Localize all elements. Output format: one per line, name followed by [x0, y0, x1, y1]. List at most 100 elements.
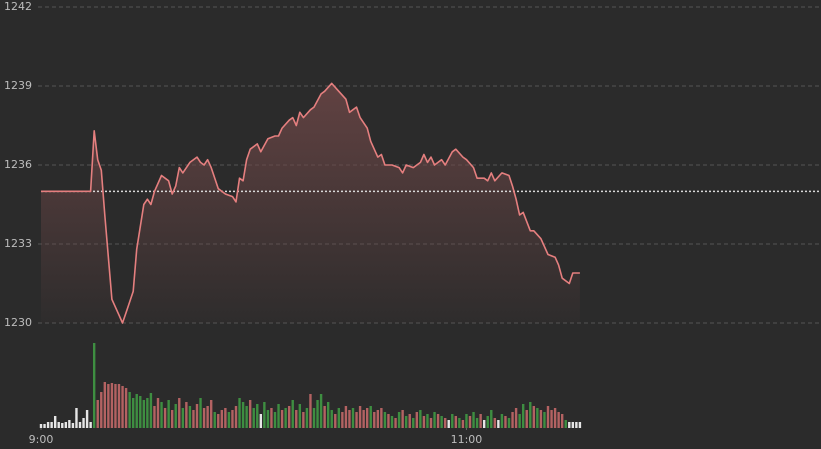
- volume-bar: [323, 406, 326, 428]
- x-tick-label: 11:00: [451, 433, 483, 446]
- volume-bar: [252, 408, 255, 428]
- volume-bar: [131, 398, 135, 428]
- volume-bar: [334, 414, 337, 428]
- volume-bar: [245, 406, 248, 428]
- volume-bar: [206, 406, 209, 428]
- volume-bar: [160, 402, 163, 428]
- volume-bar: [68, 420, 71, 428]
- volume-bar: [454, 416, 458, 428]
- volume-bar: [170, 410, 174, 428]
- volume-bar: [571, 422, 575, 428]
- volume-bar: [404, 416, 408, 428]
- volume-bar: [443, 418, 447, 428]
- volume-bar: [100, 392, 103, 428]
- volume-bar: [486, 416, 489, 428]
- volume-bar: [181, 408, 185, 428]
- volume-bar: [493, 418, 497, 428]
- volume-bar: [259, 414, 263, 428]
- volume-bar: [64, 422, 68, 428]
- volume-bar: [199, 398, 202, 428]
- volume-bar: [408, 414, 411, 428]
- volume-bar: [536, 408, 539, 428]
- volume-bar: [373, 412, 376, 428]
- volume-bar: [394, 418, 397, 428]
- volume-bar: [465, 414, 468, 428]
- volume-bar: [53, 416, 57, 428]
- volume-bar: [185, 402, 188, 428]
- volume-bar: [107, 384, 110, 428]
- volume-bar: [117, 384, 121, 428]
- volume-bar: [305, 408, 309, 428]
- volume-bar: [85, 410, 89, 428]
- volume-bar: [46, 422, 50, 428]
- volume-bar: [412, 418, 415, 428]
- volume-bar: [525, 410, 528, 428]
- price-area: [41, 83, 580, 324]
- volume-bar: [553, 408, 557, 428]
- volume-bar: [124, 388, 128, 428]
- volume-bar: [139, 396, 142, 428]
- y-tick-label: 1239: [4, 79, 32, 92]
- volume-bar: [390, 416, 394, 428]
- volume-bar: [266, 410, 270, 428]
- volume-bar: [270, 408, 273, 428]
- volume-bar: [78, 422, 82, 428]
- volume-bar: [472, 412, 475, 428]
- volume-bar: [156, 398, 160, 428]
- volume-bar: [401, 410, 404, 428]
- volume-bar: [362, 410, 365, 428]
- volume-bar: [273, 412, 277, 428]
- volume-bar: [202, 408, 206, 428]
- volume-bar: [568, 422, 571, 428]
- volume-bar: [529, 402, 532, 428]
- volume-bar: [192, 410, 195, 428]
- volume-bar: [302, 412, 305, 428]
- volume-bar: [114, 384, 117, 428]
- y-tick-label: 1233: [4, 237, 32, 250]
- volume-bar: [316, 400, 319, 428]
- volume-bar: [461, 420, 465, 428]
- volume-bar: [458, 418, 461, 428]
- volume-bar: [89, 422, 92, 428]
- volume-bar: [178, 398, 181, 428]
- volume-bar: [500, 414, 504, 428]
- volume-bar: [92, 343, 96, 428]
- volume-bar: [326, 402, 330, 428]
- volume-bar: [213, 412, 216, 428]
- volume-bar: [451, 414, 454, 428]
- volume-bar: [298, 404, 302, 428]
- volume-bar: [241, 402, 245, 428]
- volume-bar: [376, 410, 380, 428]
- volume-bar: [146, 398, 149, 428]
- volume-bar: [504, 416, 507, 428]
- volume-bar: [383, 412, 387, 428]
- volume-bar: [532, 406, 536, 428]
- volume-bar: [75, 408, 78, 428]
- volume-bar: [564, 420, 567, 428]
- volume-bar: [557, 412, 560, 428]
- volume-bar: [231, 410, 234, 428]
- volume-bar: [560, 414, 564, 428]
- volume-bar: [291, 400, 294, 428]
- volume-bar: [351, 408, 355, 428]
- volume-bar: [96, 400, 99, 428]
- volume-bar: [387, 414, 390, 428]
- volume-bar: [415, 412, 419, 428]
- volume-bar: [256, 404, 259, 428]
- volume-bar: [135, 394, 138, 428]
- volume-bar: [440, 416, 443, 428]
- volume-bar: [188, 406, 192, 428]
- volume-bar: [234, 406, 238, 428]
- volume-bar: [217, 414, 220, 428]
- volume-bar: [224, 408, 227, 428]
- volume-bar: [195, 404, 199, 428]
- volume-bar: [337, 408, 341, 428]
- volume-bar: [57, 422, 60, 428]
- volume-bar: [312, 408, 316, 428]
- volume-bar: [436, 414, 440, 428]
- volume-bar: [575, 422, 578, 428]
- volume-bar: [355, 412, 358, 428]
- volume-bar: [365, 408, 369, 428]
